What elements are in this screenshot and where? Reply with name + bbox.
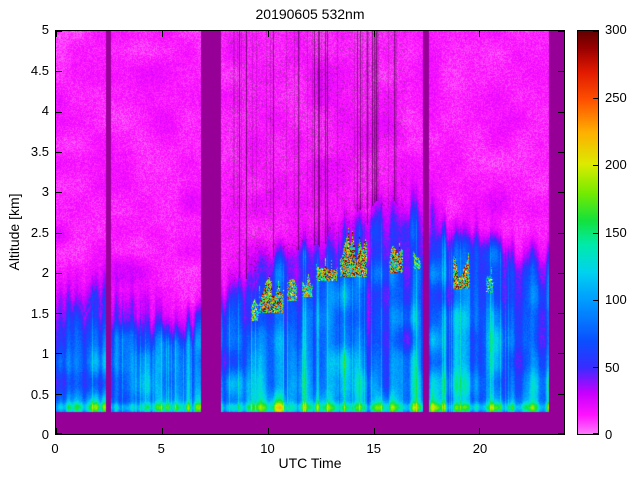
x-tick-mark bbox=[162, 31, 163, 37]
y-tick-label: 2.5 bbox=[30, 224, 49, 240]
x-tick-mark bbox=[56, 428, 57, 434]
y-tick-label: 4 bbox=[41, 103, 49, 118]
y-tick-mark bbox=[558, 71, 564, 72]
y-tick-label: 3 bbox=[41, 184, 49, 199]
colorbar-tick-label: 200 bbox=[605, 157, 627, 172]
y-tick-label: 3.5 bbox=[30, 143, 49, 159]
x-tick-label: 10 bbox=[260, 441, 275, 456]
y-tick-mark bbox=[56, 31, 62, 32]
x-tick-label: 15 bbox=[366, 441, 381, 456]
y-tick-mark bbox=[56, 273, 62, 274]
y-tick-mark bbox=[558, 112, 564, 113]
chart-title: 20190605 532nm bbox=[255, 6, 365, 22]
y-tick-mark bbox=[558, 353, 564, 354]
colorbar-tick-mark bbox=[593, 433, 598, 434]
y-tick-mark bbox=[558, 233, 564, 234]
colorbar-tick-label: 0 bbox=[605, 427, 613, 442]
colorbar-tick-mark bbox=[593, 165, 598, 166]
x-tick-mark bbox=[268, 428, 269, 434]
heatmap-canvas bbox=[56, 31, 564, 434]
x-tick-mark bbox=[374, 31, 375, 37]
colorbar-tick-label: 300 bbox=[605, 22, 627, 37]
y-tick-mark bbox=[558, 394, 564, 395]
y-tick-label: 4.5 bbox=[30, 62, 49, 78]
y-tick-mark bbox=[56, 433, 62, 434]
x-axis-label: UTC Time bbox=[278, 455, 342, 471]
colorbar-tick-label: 50 bbox=[605, 359, 620, 375]
colorbar-canvas bbox=[578, 31, 598, 434]
y-tick-mark bbox=[56, 313, 62, 314]
x-tick-mark bbox=[479, 31, 480, 37]
x-tick-mark bbox=[268, 31, 269, 37]
y-tick-mark bbox=[558, 433, 564, 434]
y-tick-mark bbox=[56, 71, 62, 72]
x-tick-mark bbox=[374, 428, 375, 434]
colorbar-tick-mark bbox=[593, 300, 598, 301]
y-tick-label: 1 bbox=[41, 346, 49, 361]
colorbar-tick-label: 150 bbox=[605, 224, 627, 240]
x-tick-mark bbox=[56, 31, 57, 37]
x-tick-label: 5 bbox=[157, 441, 165, 456]
y-tick-mark bbox=[558, 31, 564, 32]
y-tick-label: 1.5 bbox=[30, 305, 49, 321]
y-tick-mark bbox=[56, 233, 62, 234]
x-tick-label: 0 bbox=[51, 441, 59, 456]
y-tick-mark bbox=[56, 152, 62, 153]
y-tick-mark bbox=[558, 192, 564, 193]
colorbar-tick-label: 250 bbox=[605, 89, 627, 105]
y-tick-label: 0.5 bbox=[30, 386, 49, 402]
y-tick-mark bbox=[558, 313, 564, 314]
colorbar-tick-label: 100 bbox=[605, 292, 627, 307]
x-tick-mark bbox=[479, 428, 480, 434]
plot-area bbox=[55, 30, 565, 435]
y-tick-mark bbox=[56, 394, 62, 395]
colorbar bbox=[577, 30, 599, 435]
y-tick-mark bbox=[56, 112, 62, 113]
colorbar-tick-mark bbox=[593, 367, 598, 368]
y-tick-mark bbox=[56, 192, 62, 193]
colorbar-tick-mark bbox=[593, 233, 598, 234]
y-tick-label: 5 bbox=[41, 22, 49, 37]
colorbar-tick-mark bbox=[593, 98, 598, 99]
y-tick-label: 2 bbox=[41, 265, 49, 280]
x-tick-label: 20 bbox=[472, 441, 488, 456]
y-tick-mark bbox=[558, 273, 564, 274]
colorbar-tick-mark bbox=[593, 31, 598, 32]
y-tick-mark bbox=[56, 353, 62, 354]
y-tick-label: 0 bbox=[41, 427, 49, 442]
y-tick-mark bbox=[558, 152, 564, 153]
x-tick-mark bbox=[162, 428, 163, 434]
